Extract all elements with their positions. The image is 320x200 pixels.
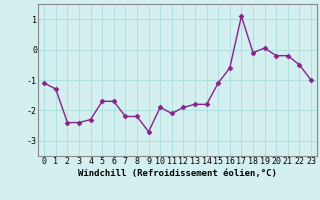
X-axis label: Windchill (Refroidissement éolien,°C): Windchill (Refroidissement éolien,°C) (78, 169, 277, 178)
